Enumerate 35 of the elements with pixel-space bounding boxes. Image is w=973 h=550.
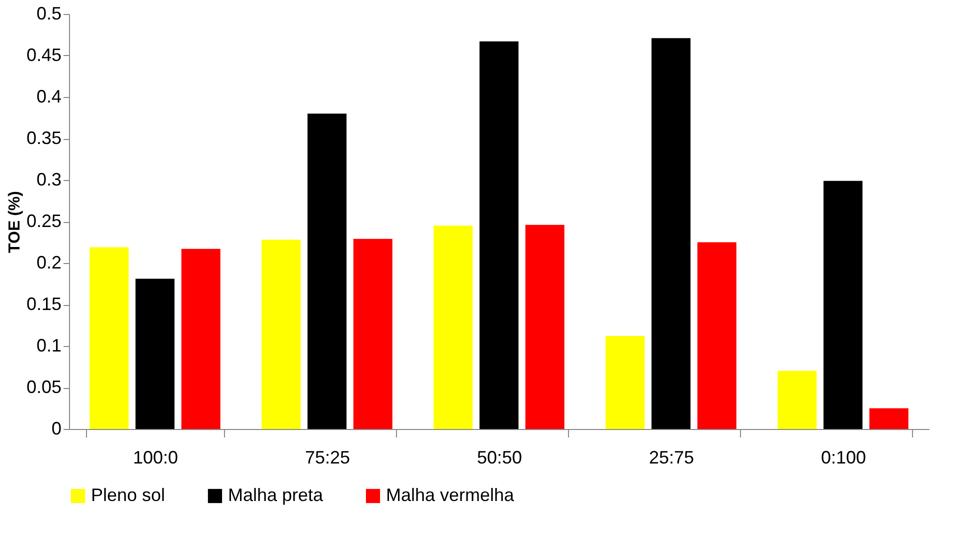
x-tick-label: 0:100 bbox=[820, 448, 866, 468]
bar bbox=[697, 242, 736, 429]
bar bbox=[353, 238, 392, 429]
y-tick-label: 0.05 bbox=[26, 377, 62, 397]
bar bbox=[480, 41, 518, 429]
bar bbox=[308, 114, 346, 429]
bar bbox=[824, 180, 862, 429]
bar bbox=[869, 408, 908, 429]
legend-label: Malha preta bbox=[228, 485, 324, 505]
x-tick-label: 50:50 bbox=[476, 448, 522, 468]
bar bbox=[434, 226, 473, 429]
y-tick-label: 0.5 bbox=[36, 4, 62, 24]
bar bbox=[181, 248, 220, 429]
bar bbox=[262, 240, 301, 429]
x-tick-label: 25:75 bbox=[648, 448, 694, 468]
y-tick-label: 0.25 bbox=[26, 211, 62, 231]
bar bbox=[136, 278, 174, 429]
bar bbox=[90, 247, 129, 429]
y-axis-title: TOE (%) bbox=[6, 191, 24, 253]
y-tick-label: 0 bbox=[51, 418, 62, 438]
y-tick-label: 0.4 bbox=[36, 86, 62, 106]
y-tick-label: 0.3 bbox=[36, 170, 62, 190]
y-tick-label: 0.15 bbox=[26, 294, 62, 314]
y-tick-label: 0.45 bbox=[26, 45, 62, 65]
x-tick-label: 75:25 bbox=[304, 448, 350, 468]
bar bbox=[778, 370, 817, 429]
x-tick-label: 100:0 bbox=[132, 448, 178, 468]
y-tick-label: 0.2 bbox=[36, 252, 62, 272]
y-tick-label: 0.1 bbox=[36, 336, 62, 356]
legend-label: Malha vermelha bbox=[386, 485, 516, 505]
bar bbox=[652, 38, 690, 429]
bar bbox=[525, 224, 564, 429]
bar bbox=[606, 336, 645, 429]
y-tick-label: 0.35 bbox=[26, 128, 62, 148]
legend-label: Pleno sol bbox=[91, 485, 166, 505]
